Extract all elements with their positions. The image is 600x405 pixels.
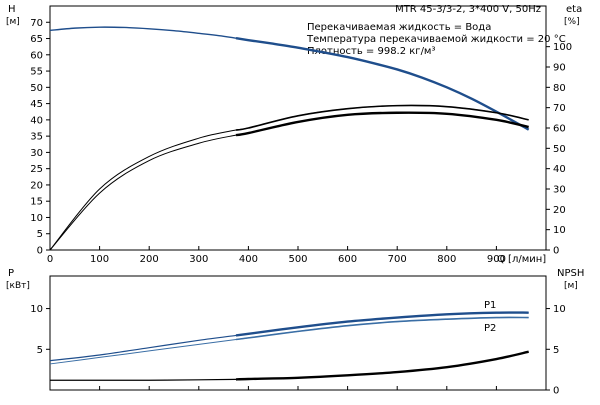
top-left-axis-unit: [м] (6, 17, 20, 27)
bottom-left-axis-unit: [кВт] (6, 281, 30, 291)
y2-tick-label: 50 (553, 144, 566, 155)
x-tick-label: 400 (239, 254, 258, 265)
y-tick-label: 60 (30, 50, 43, 61)
p-tick-label: 5 (37, 345, 43, 356)
chart-title: MTR 45-3/3-2, 3*400 V, 50Hz (395, 4, 541, 15)
eta-curve-upper-thin (49, 104, 529, 251)
y2-tick-label: 10 (553, 225, 566, 236)
y-tick-label: 5 (37, 229, 43, 240)
y-tick-label: 40 (30, 115, 43, 126)
eta-curve-lower-thin (49, 112, 529, 251)
x-tick-label: 300 (189, 254, 208, 265)
y-tick-label: 70 (30, 18, 43, 29)
y-tick-label: 50 (30, 83, 43, 94)
top-right-axis-unit: [%] (564, 17, 580, 27)
y2-tick-label: 90 (553, 63, 566, 74)
top-right-axis-label: eta (566, 4, 582, 15)
y-tick-label: 10 (30, 213, 43, 224)
p2-curve-thin (49, 316, 529, 365)
y-tick-label: 15 (30, 197, 43, 208)
y2-tick-label: 0 (553, 246, 559, 257)
y2-tick-label: 80 (553, 83, 566, 94)
y-tick-label: 35 (30, 132, 43, 143)
info-line-1: Перекачиваемая жидкость = Вода (307, 22, 491, 33)
npsh-tick-label: 5 (553, 345, 559, 356)
eta-curve-lower-thick (235, 111, 529, 137)
x-tick-label: 700 (388, 254, 407, 265)
y2-tick-label: 100 (553, 42, 572, 53)
x-tick-label: 200 (140, 254, 159, 265)
npsh-tick-label: 10 (553, 304, 566, 315)
y-tick-label: 20 (30, 180, 43, 191)
y-tick-label: 30 (30, 148, 43, 159)
y-tick-label: 45 (30, 99, 43, 110)
y2-tick-label: 70 (553, 103, 566, 114)
info-line-3: Плотность = 998.2 кг/м³ (307, 46, 436, 57)
bottom-left-axis-label: P (8, 268, 14, 279)
y2-tick-label: 60 (553, 124, 566, 135)
npsh-tick-label: 0 (553, 386, 559, 397)
bottom-right-axis-label: NPSH (557, 268, 584, 279)
y2-tick-label: 20 (553, 205, 566, 216)
info-line-2: Температура перекачиваемой жидкости = 20… (306, 34, 566, 45)
x-tick-label: 500 (288, 254, 307, 265)
head-curve-thick (235, 37, 530, 131)
x-tick-label: 800 (437, 254, 456, 265)
eta-curve-upper-thick (235, 104, 529, 131)
y-tick-label: 55 (30, 67, 43, 78)
y-tick-label: 25 (30, 164, 43, 175)
x-axis-label: Q [л/мин] (497, 254, 546, 265)
x-tick-label: 900 (487, 254, 506, 265)
x-tick-label: 600 (338, 254, 357, 265)
y-tick-label: 65 (30, 34, 43, 45)
p2-curve-thick (235, 316, 529, 341)
p1-curve-thick (235, 311, 529, 337)
y-tick-label: 0 (37, 246, 43, 257)
series-label-p2: P2 (484, 323, 496, 334)
bottom-right-axis-unit: [м] (564, 281, 578, 291)
series-label-p1: P1 (484, 300, 496, 311)
x-tick-label: 0 (47, 254, 53, 265)
y2-tick-label: 30 (553, 185, 566, 196)
y2-tick-label: 40 (553, 164, 566, 175)
p-tick-label: 10 (30, 304, 43, 315)
p1-curve-thin (49, 311, 529, 362)
chart-marks: 0 100 200 300 400 500 600 700 800 900051015202530… (30, 18, 572, 397)
npsh-curve-thick (235, 350, 529, 381)
bottom-plot-frame (49, 275, 547, 391)
x-tick-label: 100 (90, 254, 109, 265)
top-left-axis-label: H (8, 4, 16, 15)
